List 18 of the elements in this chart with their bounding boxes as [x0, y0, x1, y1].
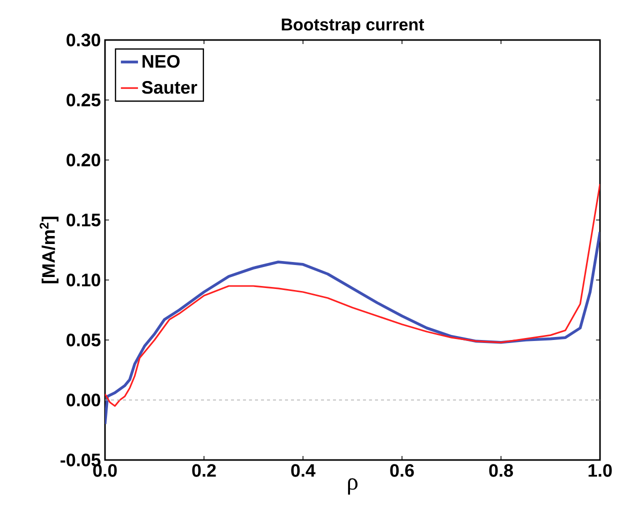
x-tick-label: 0.8 — [489, 464, 513, 477]
y-tick-label: 0.15 — [66, 214, 100, 226]
y-axis-title: [MA/m$^{2}$] — [40, 216, 58, 284]
y-tick-label: 0.25 — [66, 94, 100, 106]
x-tick-label: 0.2 — [192, 464, 216, 477]
chart-title: Bootstrap current — [282, 18, 424, 34]
legend-label: NEO — [142, 54, 180, 68]
y-tick-label: 0.05 — [66, 334, 100, 346]
y-tick-label: 0.20 — [66, 154, 100, 166]
x-tick-label: 0.4 — [291, 464, 316, 477]
y-tick-label: 0.10 — [66, 274, 100, 286]
x-axis-title: ρ — [348, 478, 358, 495]
x-tick-label: 1.0 — [588, 464, 612, 477]
y-tick-label: 0.00 — [66, 394, 100, 406]
x-tick-label: 0.6 — [390, 464, 414, 477]
y-tick-label: 0.30 — [66, 34, 100, 46]
legend-label: Sauter — [142, 81, 198, 94]
y-tick-label: -0.05 — [60, 454, 100, 466]
